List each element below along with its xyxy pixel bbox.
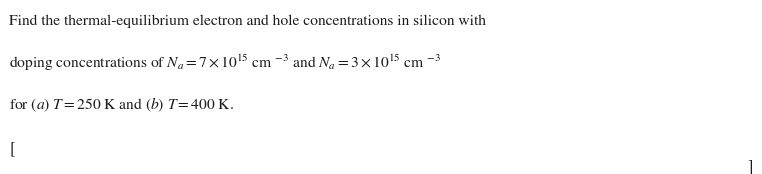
Text: [: [	[9, 142, 14, 158]
Text: doping concentrations of $N_a = 7 \times 10^{15}$ cm $^{-3}$ and $N_a = 3 \times: doping concentrations of $N_a = 7 \times…	[9, 53, 441, 73]
Text: for $(a)$ $T = 250$ K and $(b)$ $T = 400$ K.: for $(a)$ $T = 250$ K and $(b)$ $T = 400…	[9, 95, 234, 114]
Text: ]: ]	[748, 159, 753, 174]
Text: Find the thermal-equilibrium electron and hole concentrations in silicon with: Find the thermal-equilibrium electron an…	[9, 14, 486, 27]
